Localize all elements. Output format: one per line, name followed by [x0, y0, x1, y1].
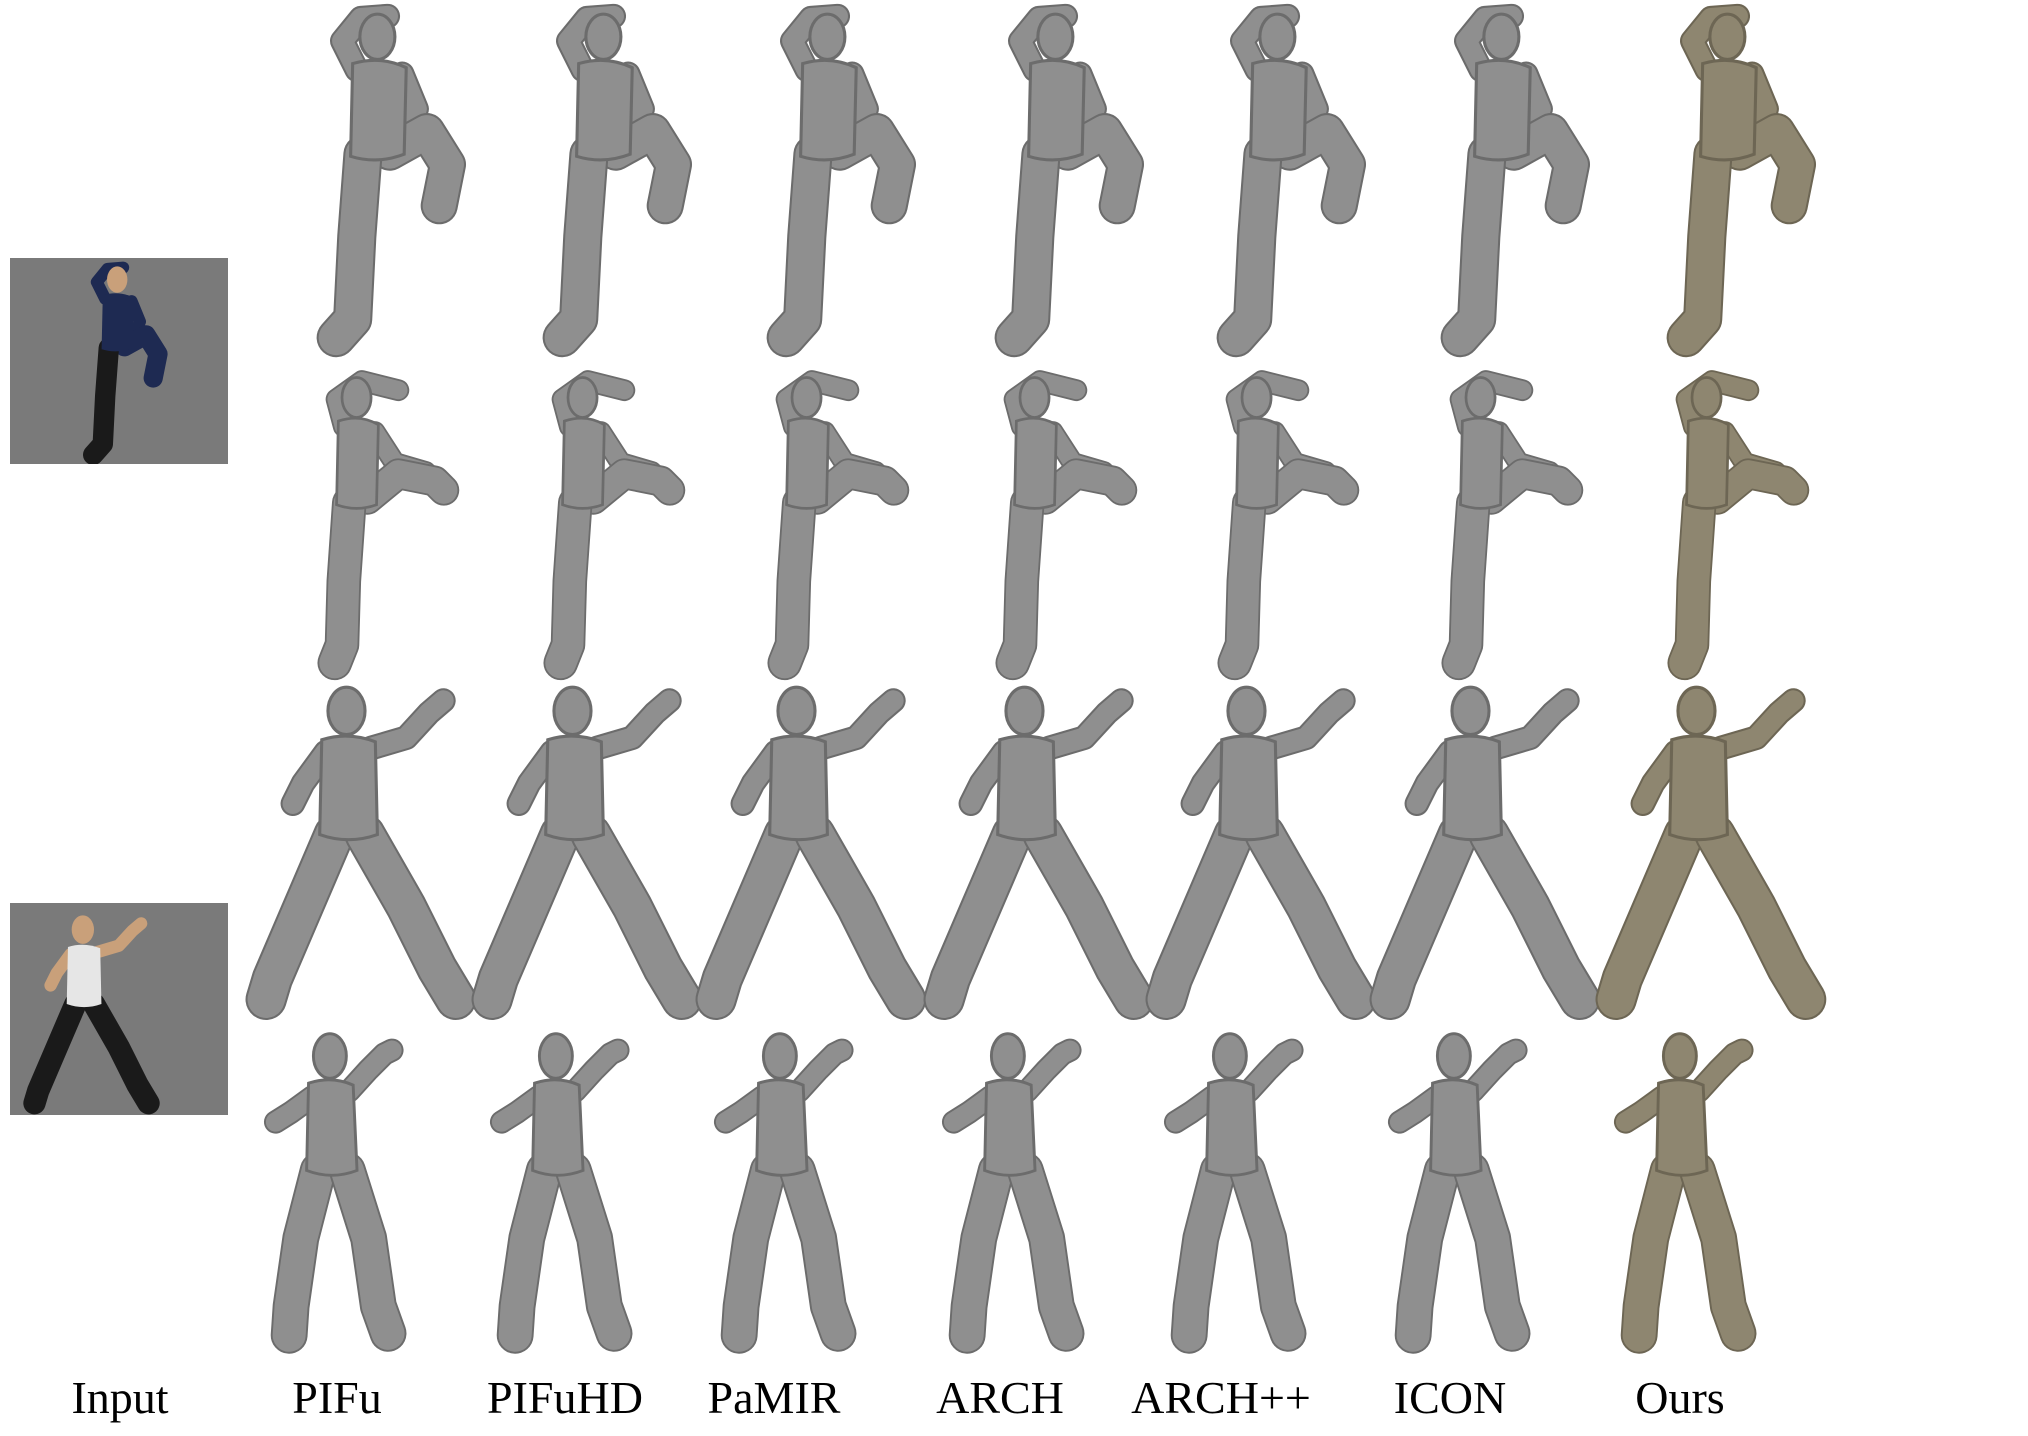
- mesh-r4-c6: [1163, 1032, 1307, 1354]
- label-pifuhd: PIFuHD: [487, 1372, 643, 1423]
- mesh-r2-c6: [1217, 370, 1360, 681]
- mesh-r4-c5: [941, 1032, 1085, 1354]
- label-input: Input: [71, 1372, 169, 1423]
- label-icon: ICON: [1393, 1372, 1507, 1423]
- mesh-r4-c3: [489, 1032, 633, 1354]
- mesh-r4-c2: [263, 1032, 407, 1354]
- input-photo-stance: [23, 915, 160, 1115]
- mesh-r1-c7: [1440, 3, 1590, 358]
- mesh-r3-c3: [471, 685, 703, 1020]
- mesh-r1-c4: [766, 3, 916, 358]
- mesh-r2-c5: [995, 370, 1138, 681]
- mesh-r4-c7: [1387, 1032, 1531, 1354]
- mesh-r3-c4: [695, 685, 927, 1020]
- label-pamir: PaMIR: [707, 1372, 841, 1423]
- input-panel-kick: [10, 258, 228, 466]
- label-ours: Ours: [1635, 1372, 1725, 1423]
- mesh-r3-c2: [245, 685, 477, 1020]
- mesh-r1-c6: [1216, 3, 1366, 358]
- mesh-r3-c7: [1369, 685, 1601, 1020]
- input-photo-kick: [83, 261, 168, 466]
- mesh-r2-c4: [767, 370, 910, 681]
- mesh-r1-c3: [542, 3, 692, 358]
- mesh-r1-c5: [994, 3, 1144, 358]
- label-arch: ARCH: [936, 1372, 1064, 1423]
- mesh-r4-c8: [1613, 1032, 1757, 1354]
- mesh-r1-c8: [1666, 3, 1816, 358]
- mesh-r3-c8: [1595, 685, 1827, 1020]
- input-panel-stance: [10, 903, 228, 1115]
- mesh-r2-c8: [1667, 370, 1810, 681]
- mesh-r3-c5: [923, 685, 1155, 1020]
- mesh-r1-c2: [316, 3, 466, 358]
- label-archpp: ARCH++: [1131, 1372, 1311, 1423]
- mesh-r4-c4: [713, 1032, 857, 1354]
- mesh-r2-c2: [317, 370, 460, 681]
- mesh-r2-c7: [1441, 370, 1584, 681]
- mesh-r3-c6: [1145, 685, 1377, 1020]
- label-pifu: PIFu: [292, 1372, 382, 1423]
- mesh-r2-c3: [543, 370, 686, 681]
